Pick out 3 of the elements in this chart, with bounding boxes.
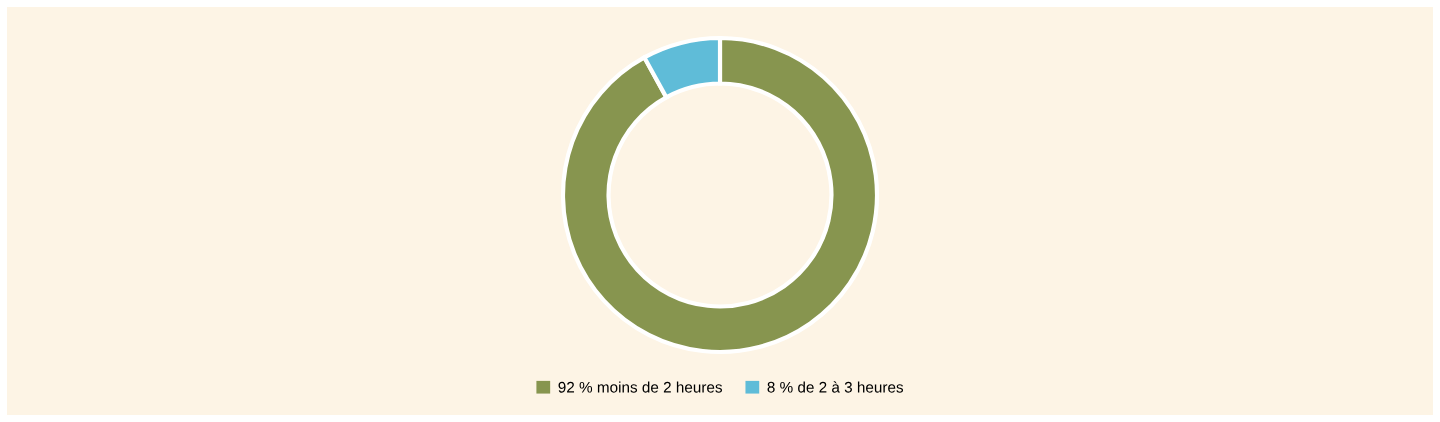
legend-label: 8 % de 2 à 3 heures	[767, 381, 904, 393]
donut-slice	[560, 35, 880, 355]
legend-label: 92 % moins de 2 heures	[558, 381, 723, 393]
